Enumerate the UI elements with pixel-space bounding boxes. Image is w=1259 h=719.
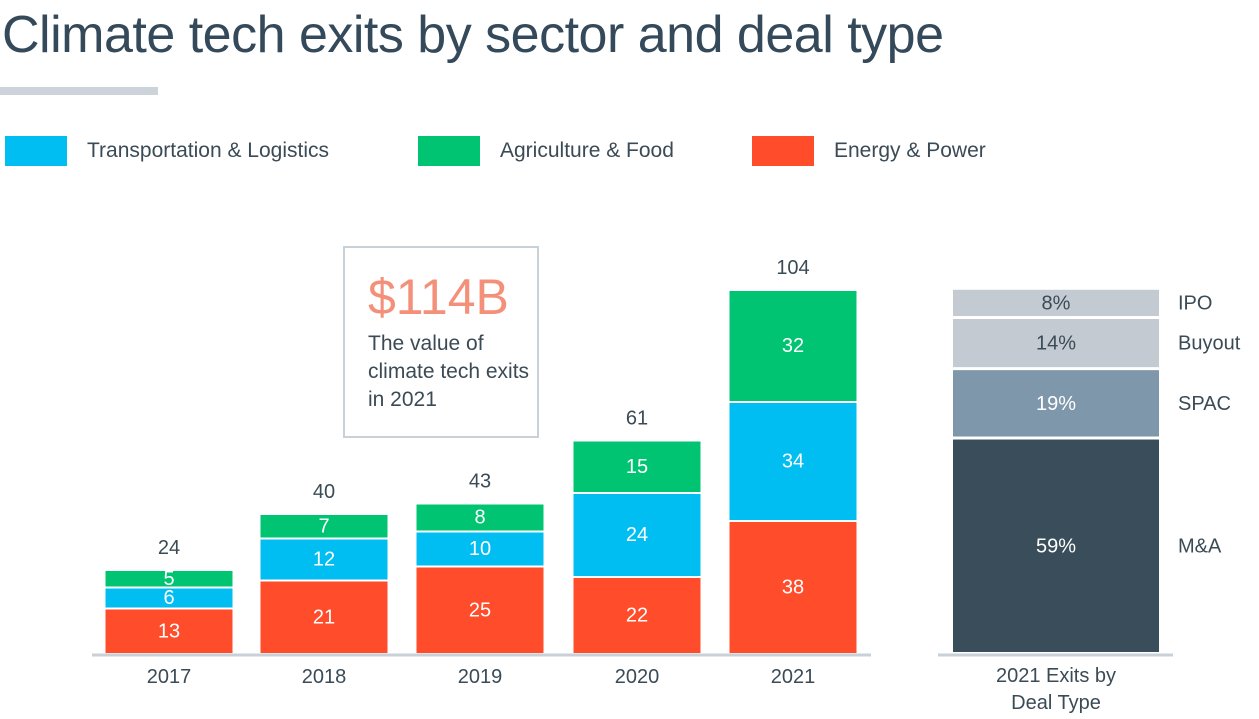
bar-2017-transportation-logistics: [105, 588, 233, 608]
bar-label-2020-energy-power: 22: [626, 605, 648, 627]
bar-label-2017-agriculture-food: 5: [163, 568, 174, 590]
bar-label-2018-agriculture-food: 7: [318, 515, 329, 537]
bar-total-2021: 104: [776, 257, 809, 279]
deal-type-label-ipo: IPO: [1178, 292, 1212, 314]
bar-label-2019-transportation-logistics: 10: [469, 538, 491, 560]
legend-swatch-energy: [752, 136, 814, 166]
legend-label-transportation: Transportation & Logistics: [87, 139, 330, 162]
legend: Transportation & Logistics Agriculture &…: [0, 134, 1100, 168]
deal-segment-m-a: [953, 439, 1159, 652]
bar-label-2017-energy-power: 13: [158, 620, 180, 642]
bar-2019-transportation-logistics: [416, 532, 544, 566]
bar-label-2017-transportation-logistics: 6: [163, 587, 174, 609]
x-tick-2019: 2019: [458, 666, 503, 688]
legend-label-agriculture: Agriculture & Food: [500, 139, 674, 162]
bar-label-2020-agriculture-food: 15: [626, 456, 648, 478]
bar-2018-agriculture-food: [260, 515, 388, 538]
bar-2018-transportation-logistics: [260, 539, 388, 580]
legend-item-agriculture: Agriculture & Food: [418, 134, 674, 168]
x-tick-2021: 2021: [771, 666, 816, 688]
legend-swatch-transportation: [5, 136, 67, 166]
callout-box: $114B The value of climate tech exits in…: [343, 246, 539, 438]
deal-type-label-m-a: M&A: [1178, 535, 1222, 557]
bar-2017-energy-power: [105, 609, 233, 653]
deal-value-m-a: 59%: [1036, 535, 1076, 557]
bar-2021-transportation-logistics: [729, 403, 857, 520]
bar-label-2021-energy-power: 38: [782, 577, 804, 599]
legend-item-energy: Energy & Power: [752, 134, 986, 168]
bar-label-2018-transportation-logistics: 12: [313, 549, 335, 571]
bar-2020-transportation-logistics: [573, 494, 701, 576]
deal-segment-buyout: [953, 319, 1159, 368]
bar-2021-energy-power: [729, 522, 857, 653]
bar-label-2018-energy-power: 21: [313, 606, 335, 628]
deal-type-label-buyout: Buyout: [1178, 333, 1241, 355]
legend-swatch-agriculture: [418, 136, 480, 166]
bar-total-2017: 24: [158, 537, 180, 559]
deal-type-label-spac: SPAC: [1178, 393, 1231, 415]
x-tick-2017: 2017: [147, 666, 192, 688]
title-underline: [0, 87, 158, 95]
bar-total-2019: 43: [469, 471, 491, 493]
deal-value-ipo: 8%: [1042, 292, 1071, 314]
bar-2020-agriculture-food: [573, 441, 701, 492]
bar-label-2019-energy-power: 25: [469, 599, 491, 621]
bar-2021-agriculture-food: [729, 291, 857, 401]
bar-2020-energy-power: [573, 578, 701, 653]
x-tick-2020: 2020: [615, 666, 660, 688]
page-title: Climate tech exits by sector and deal ty…: [2, 6, 944, 64]
bar-2018-energy-power: [260, 581, 388, 653]
bar-label-2019-agriculture-food: 8: [474, 507, 485, 529]
bar-2019-energy-power: [416, 567, 544, 653]
deal-segment-ipo: [953, 289, 1159, 317]
bar-total-2018: 40: [313, 481, 335, 503]
callout-value: $114B: [368, 269, 509, 325]
deal-value-spac: 19%: [1036, 393, 1076, 415]
deal-value-buyout: 14%: [1036, 333, 1076, 355]
bar-2017-agriculture-food: [105, 571, 233, 587]
bar-2019-agriculture-food: [416, 504, 544, 531]
callout-description: The value of climate tech exits in 2021: [368, 332, 530, 411]
deal-segment-spac: [953, 370, 1159, 437]
x-tick-2018: 2018: [302, 666, 347, 688]
legend-item-transportation: Transportation & Logistics: [5, 134, 329, 168]
legend-label-energy: Energy & Power: [834, 139, 986, 162]
bar-total-2020: 61: [626, 408, 648, 430]
deal-category-label: 2021 Exits by Deal Type: [996, 665, 1116, 714]
bar-label-2021-agriculture-food: 32: [782, 335, 804, 357]
bar-label-2020-transportation-logistics: 24: [626, 524, 648, 546]
bar-label-2021-transportation-logistics: 34: [782, 451, 804, 473]
